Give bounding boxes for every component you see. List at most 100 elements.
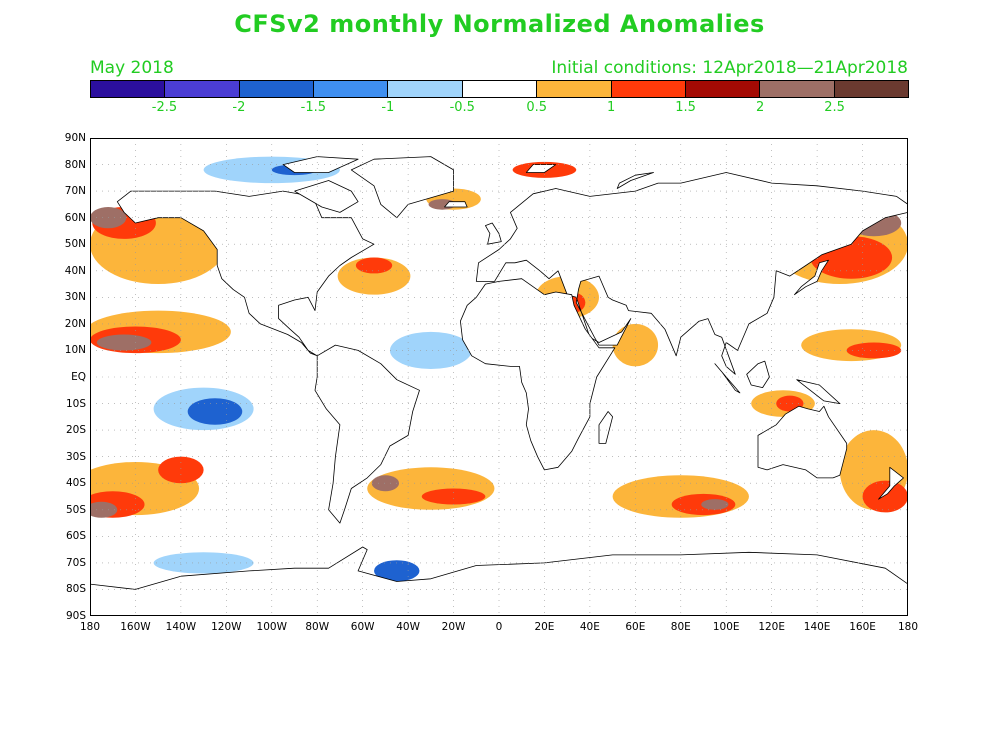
latitude-tick-label: 10N xyxy=(64,344,86,357)
colorbar-segment xyxy=(611,81,686,97)
colorbar-tick-label: 2.5 xyxy=(824,100,845,115)
anomaly-region xyxy=(612,323,659,367)
continent-iceland xyxy=(444,201,468,208)
colorbar-segment xyxy=(462,81,538,97)
continent-antarctica xyxy=(90,546,908,616)
map-frame xyxy=(90,138,908,616)
latitude-tick-label: 90N xyxy=(64,132,86,144)
colorbar-tick-label: -2 xyxy=(232,100,246,115)
colorbar-segment xyxy=(760,81,835,97)
longitude-tick-label: 140E xyxy=(803,621,831,633)
latitude-tick-label: 10S xyxy=(65,397,86,410)
initial-conditions-label: Initial conditions: 12Apr2018—21Apr2018 xyxy=(551,58,908,78)
longitude-tick-label: 60W xyxy=(350,621,375,633)
continent-baffin-island xyxy=(294,180,359,213)
longitude-tick-label: 180 xyxy=(79,621,101,633)
longitude-tick-label: 60E xyxy=(625,621,646,633)
latitude-tick-label: 40S xyxy=(65,477,86,490)
colorbar-tick-label: 1.5 xyxy=(675,100,696,115)
continent-new-guinea xyxy=(796,379,841,405)
latitude-tick-label: 50N xyxy=(64,238,86,251)
colorbar-tick-label: 1 xyxy=(607,100,616,115)
latitude-tick-label: 80S xyxy=(65,583,86,596)
longitude-tick-label: 100E xyxy=(712,621,740,633)
continent-africa xyxy=(459,278,616,471)
anomaly-region xyxy=(96,334,152,351)
latitude-tick-label: 20N xyxy=(64,317,86,330)
colorbar-tick-label: -0.5 xyxy=(449,100,475,115)
colorbar-segment xyxy=(314,81,389,97)
anomaly-region xyxy=(355,257,393,274)
continent-japan xyxy=(794,259,829,296)
continent-new-zealand xyxy=(878,466,904,500)
colorbar xyxy=(90,80,909,98)
latitude-tick-label: EQ xyxy=(71,371,86,383)
colorbar-tick-label: -2.5 xyxy=(151,100,178,115)
colorbar-segment xyxy=(537,81,612,97)
anomaly-region xyxy=(862,480,908,513)
longitude-tick-label: 20E xyxy=(534,621,555,633)
continent-eurasia xyxy=(475,172,908,375)
continent-borneo xyxy=(746,360,770,389)
continent-australia xyxy=(757,405,848,479)
latitude-tick-label: 30S xyxy=(65,450,86,463)
latitude-tick-label: 70N xyxy=(64,185,86,198)
latitude-tick-label: 30N xyxy=(64,291,86,304)
latitude-tick-label: 50S xyxy=(65,503,86,516)
longitude-tick-label: 20W xyxy=(441,621,466,633)
anomaly-map xyxy=(90,138,908,616)
colorbar-segment xyxy=(239,81,315,97)
longitude-tick-label: 100W xyxy=(256,621,287,633)
anomaly-region xyxy=(187,398,243,425)
longitude-tick-label: 160W xyxy=(120,621,151,633)
longitude-tick-label: 120W xyxy=(211,621,242,633)
continent-great-britain xyxy=(484,222,502,245)
colorbar-segment xyxy=(91,81,166,97)
longitude-tick-label: 0 xyxy=(495,621,503,633)
longitude-tick-label: 140W xyxy=(165,621,197,633)
colorbar-labels: -2.5 -2 -1.5 -1 -0.5 0.5 1 1.5 2 2.5 xyxy=(90,100,909,116)
anomaly-region xyxy=(389,331,472,370)
gridline-layer xyxy=(90,138,908,616)
latitude-tick-label: 20S xyxy=(65,424,86,437)
anomaly-region xyxy=(90,501,118,518)
continent-svalbard xyxy=(525,164,557,173)
anomaly-region xyxy=(701,499,729,510)
longitude-tick-label: 160E xyxy=(849,621,876,633)
continent-ellesmere-island xyxy=(282,156,359,173)
colorbar-tick-label: -1 xyxy=(381,100,395,115)
anomaly-region xyxy=(158,456,204,484)
latitude-tick-label: 60S xyxy=(65,530,86,543)
coastline-layer xyxy=(90,156,908,616)
colorbar-segment xyxy=(388,81,463,97)
latitude-tick-label: 40N xyxy=(64,264,86,277)
continent-sumatra xyxy=(714,363,741,394)
longitude-tick-label: 80E xyxy=(670,621,691,633)
colorbar-tick-label: -1.5 xyxy=(300,100,327,115)
longitude-tick-label: 40W xyxy=(396,621,420,633)
latitude-tick-label: 70S xyxy=(65,556,86,569)
continent-madagascar xyxy=(598,411,613,444)
forecast-month-label: May 2018 xyxy=(90,58,174,78)
latitude-tick-label: 90S xyxy=(65,610,86,622)
continent-north-america xyxy=(116,190,375,357)
chart-title: CFSv2 monthly Normalized Anomalies xyxy=(234,10,765,38)
anomaly-region xyxy=(421,488,486,505)
longitude-tick-label: 40E xyxy=(579,621,600,633)
continent-south-america xyxy=(314,344,420,524)
anomaly-region xyxy=(337,257,411,295)
colorbar-segment xyxy=(834,81,908,97)
map-panel xyxy=(90,138,908,616)
longitude-tick-label: 80W xyxy=(305,621,330,633)
longitude-tick-label: 180 xyxy=(897,621,919,633)
continent-greenland xyxy=(350,156,455,219)
colorbar-tick-label: 0.5 xyxy=(526,100,548,115)
continent-novaya-zemlya xyxy=(616,172,654,189)
longitude-tick-label: 120E xyxy=(758,621,785,633)
colorbar-tick-label: 2 xyxy=(755,100,765,115)
colorbar-segment xyxy=(685,81,761,97)
colorbar-segment xyxy=(165,81,240,97)
anomaly-region xyxy=(153,552,254,574)
anomaly-region xyxy=(371,475,400,492)
latitude-tick-label: 80N xyxy=(64,158,86,171)
